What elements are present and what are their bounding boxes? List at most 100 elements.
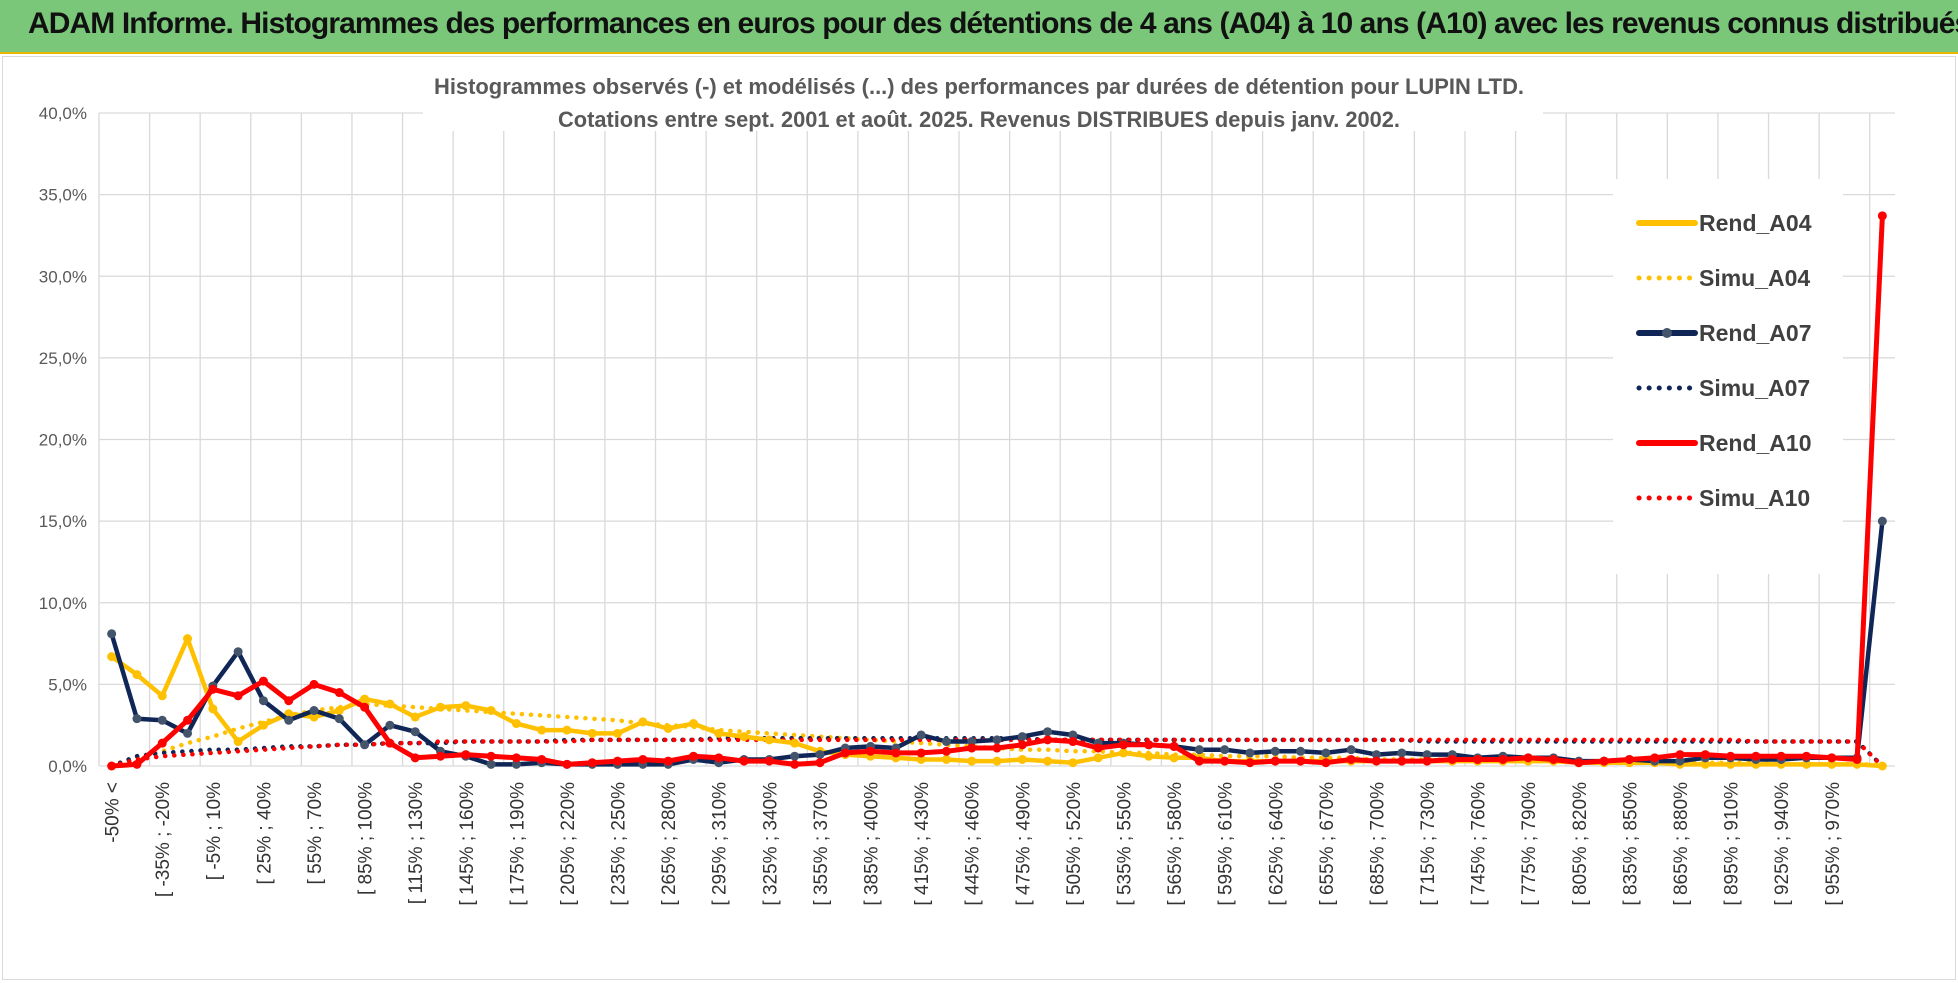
x-tick-label: [ 55% ; 70%	[305, 782, 326, 885]
x-tick-label: [ 775% ; 790%	[1519, 782, 1540, 906]
data-point	[1321, 748, 1331, 758]
data-point	[790, 751, 800, 761]
data-point	[663, 756, 673, 766]
data-point	[385, 699, 395, 709]
data-point	[1371, 756, 1381, 766]
data-point	[258, 696, 268, 706]
data-point	[967, 756, 977, 766]
chart-title-background	[423, 69, 1543, 131]
data-point	[739, 756, 749, 766]
data-point	[613, 756, 623, 766]
x-tick-label: [ 145% ; 160%	[457, 782, 478, 906]
data-point	[309, 712, 319, 722]
data-point	[1371, 750, 1381, 760]
y-tick-label: 35,0%	[39, 186, 87, 205]
data-point	[157, 738, 167, 748]
chart-title: Histogrammes observés (-) et modélisés (…	[434, 74, 1524, 99]
x-tick-label: [ 385% ; 400%	[862, 782, 883, 906]
data-point	[1245, 748, 1255, 758]
data-point	[916, 754, 926, 764]
x-tick-label: [ 565% ; 580%	[1165, 782, 1186, 906]
data-point	[638, 754, 648, 764]
x-tick-label: [ 625% ; 640%	[1266, 782, 1287, 906]
data-point	[435, 702, 445, 712]
data-point	[941, 737, 951, 747]
y-tick-label: 15,0%	[39, 512, 87, 531]
data-point	[866, 746, 876, 756]
x-tick-label: [ 85% ; 100%	[356, 782, 377, 895]
y-tick-label: 20,0%	[39, 431, 87, 450]
data-point	[815, 758, 825, 768]
legend-label: Simu_A10	[1699, 485, 1810, 511]
data-point	[385, 720, 395, 730]
data-point	[435, 751, 445, 761]
data-point	[208, 684, 218, 694]
data-point	[1270, 746, 1280, 756]
y-tick-label: 5,0%	[48, 675, 87, 694]
data-point	[360, 694, 370, 704]
data-point	[1296, 756, 1306, 766]
data-point	[1877, 761, 1887, 771]
data-point	[1650, 753, 1660, 763]
data-point	[183, 634, 193, 644]
legend-label: Rend_A10	[1699, 430, 1811, 456]
x-tick-label: [ 475% ; 490%	[1013, 782, 1034, 906]
data-point	[334, 688, 344, 698]
x-tick-label: [ 595% ; 610%	[1216, 782, 1237, 906]
data-point	[1801, 751, 1811, 761]
data-point	[714, 728, 724, 738]
data-point	[1245, 758, 1255, 768]
x-tick-label: [ 655% ; 670%	[1317, 782, 1338, 906]
data-point	[562, 725, 572, 735]
data-point	[537, 754, 547, 764]
y-tick-label: 40,0%	[39, 104, 87, 123]
data-point	[1194, 745, 1204, 755]
banner-title: ADAM Informe. Histogrammes des performan…	[28, 7, 1958, 40]
data-point	[309, 705, 319, 715]
data-point	[688, 719, 698, 729]
data-point	[1068, 737, 1078, 747]
data-point	[992, 735, 1002, 745]
data-point	[1118, 748, 1128, 758]
data-point	[385, 738, 395, 748]
x-tick-label: [ -5% ; 10%	[204, 782, 225, 880]
data-point	[284, 696, 294, 706]
data-point	[1776, 751, 1786, 761]
data-point	[992, 743, 1002, 753]
banner: ADAM Informe. Histogrammes des performan…	[0, 0, 1958, 54]
x-tick-label: [ 415% ; 430%	[912, 782, 933, 906]
data-point	[1144, 751, 1154, 761]
chart-frame: 0,0% 5,0% 10,0% 15,0% 20,0% 25,0% 30,0% 35,0% 40…	[2, 56, 1956, 980]
data-point	[764, 756, 774, 766]
data-point	[157, 691, 167, 701]
data-point	[410, 727, 420, 737]
data-point	[714, 753, 724, 763]
data-point	[258, 676, 268, 686]
x-tick-label: [ 925% ; 940%	[1772, 782, 1793, 906]
x-tick-label: [ 895% ; 910%	[1722, 782, 1743, 906]
y-tick-label: 10,0%	[39, 594, 87, 613]
data-point	[992, 756, 1002, 766]
data-point	[941, 754, 951, 764]
data-point	[739, 732, 749, 742]
data-point	[157, 715, 167, 725]
data-point	[1118, 740, 1128, 750]
data-point	[1827, 753, 1837, 763]
data-point	[410, 712, 420, 722]
x-tick-label: -50% <	[103, 782, 124, 843]
data-point	[790, 759, 800, 769]
data-point	[1877, 211, 1887, 221]
data-point	[1700, 750, 1710, 760]
data-point	[233, 691, 243, 701]
data-point	[1346, 745, 1356, 755]
data-point	[309, 679, 319, 689]
x-tick-label: [ 685% ; 700%	[1367, 782, 1388, 906]
data-point	[360, 740, 370, 750]
data-point	[916, 730, 926, 740]
data-point	[334, 705, 344, 715]
data-point	[1321, 758, 1331, 768]
data-point	[663, 723, 673, 733]
data-point	[258, 720, 268, 730]
data-point	[1523, 753, 1533, 763]
x-tick-label: [ 955% ; 970%	[1823, 782, 1844, 906]
